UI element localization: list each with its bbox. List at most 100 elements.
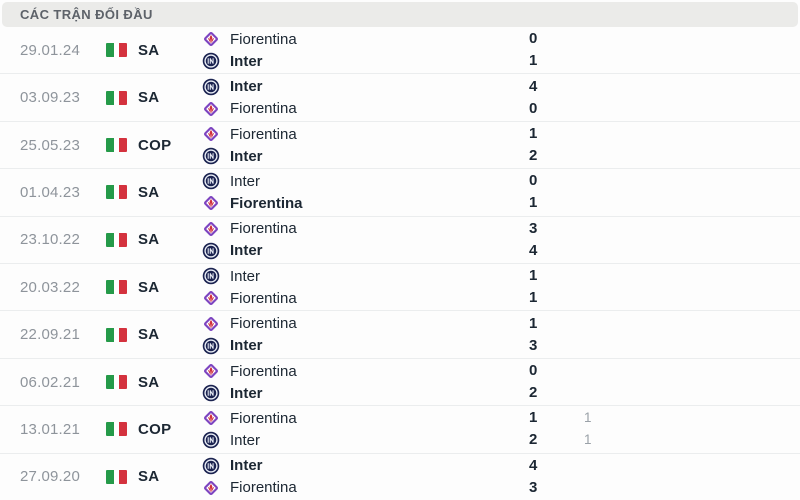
score-value: 1 (529, 52, 538, 70)
extra-scores-block (584, 218, 614, 262)
match-list: 29.01.24 SA (0, 27, 800, 500)
match-row[interactable]: 01.04.23 SA (0, 169, 800, 217)
inter-logo-icon (202, 337, 220, 355)
match-row[interactable]: 23.10.22 SA (0, 216, 800, 265)
team-line: Inter (202, 429, 522, 451)
match-row[interactable]: 22.09.21 SA (0, 311, 800, 359)
teams-block: Fiorentina (202, 313, 522, 357)
score-value: 2 (529, 431, 538, 449)
competition-label: SA (138, 326, 160, 344)
extra-score-value: 1 (584, 410, 592, 426)
italy-flag-icon (106, 327, 127, 342)
team-name: Fiorentina (230, 315, 297, 333)
extra-score-value (584, 123, 614, 145)
match-row[interactable]: 06.02.21 SA (0, 358, 800, 407)
extra-score-value (584, 28, 614, 50)
inter-logo-icon (202, 147, 220, 165)
extra-score-value (584, 145, 614, 167)
team-name: Inter (230, 431, 261, 449)
inter-logo-icon (202, 267, 220, 285)
extra-score-value (584, 382, 614, 404)
extra-score-value (584, 360, 614, 382)
competition-label: SA (138, 231, 160, 249)
score-value: 4 (529, 77, 538, 95)
teams-block: Fiorentina (202, 123, 522, 167)
match-row[interactable]: 03.09.23 SA (0, 74, 800, 122)
match-row[interactable]: 13.01.21 COP (0, 406, 800, 454)
extra-score-value (584, 170, 614, 192)
match-date: 06.02.21 (20, 373, 80, 391)
match-row[interactable]: 27.09.20 SA (0, 453, 800, 500)
score-value: 4 (529, 456, 538, 474)
score-value: 4 (529, 241, 538, 259)
team-line: Fiorentina (202, 313, 522, 335)
extra-scores-block (584, 123, 614, 167)
team-name: Fiorentina (230, 220, 297, 238)
team-line: Inter (202, 240, 522, 262)
team-line: Fiorentina (202, 98, 522, 120)
competition-label: COP (138, 420, 172, 438)
match-row[interactable]: 29.01.24 SA (0, 27, 800, 75)
team-name: Fiorentina (230, 100, 297, 118)
fiorentina-logo-icon (202, 315, 220, 333)
fiorentina-logo-icon (202, 125, 220, 143)
scores-block: 1 2 (522, 407, 556, 451)
team-line: Inter (202, 335, 522, 357)
fiorentina-logo-icon (202, 194, 220, 212)
score-value: 1 (529, 125, 538, 143)
match-row[interactable]: 25.05.23 COP (0, 121, 800, 170)
team-name: Inter (230, 242, 263, 260)
inter-logo-icon (202, 52, 220, 70)
competition-label: SA (138, 468, 160, 486)
match-date: 27.09.20 (20, 468, 80, 486)
team-line: Fiorentina (202, 123, 522, 145)
team-name: Inter (230, 457, 263, 475)
italy-flag-icon (106, 232, 127, 247)
match-row[interactable]: 20.03.22 SA (0, 264, 800, 312)
team-line: Fiorentina (202, 28, 522, 50)
fiorentina-logo-icon (202, 100, 220, 118)
teams-block: Inter (202, 170, 522, 214)
team-line: Fiorentina (202, 360, 522, 382)
extra-scores-block: 1 1 (584, 407, 614, 451)
fiorentina-logo-icon (202, 220, 220, 238)
teams-block: Fiorentina (202, 218, 522, 262)
score-value: 1 (529, 409, 538, 427)
team-name: Inter (230, 147, 263, 165)
match-date: 13.01.21 (20, 420, 80, 438)
team-name: Inter (230, 267, 261, 285)
fiorentina-logo-icon (202, 289, 220, 307)
italy-flag-icon (106, 43, 127, 58)
score-value: 3 (529, 219, 538, 237)
score-value: 0 (529, 362, 538, 380)
extra-score-value (584, 335, 614, 357)
teams-block: Inter (202, 455, 522, 499)
scores-block: 1 2 (522, 123, 556, 167)
team-line: Fiorentina (202, 192, 522, 214)
team-name: Fiorentina (230, 409, 297, 427)
team-name: Fiorentina (230, 289, 297, 307)
score-value: 3 (529, 478, 538, 496)
scores-block: 1 3 (522, 313, 556, 357)
team-name: Fiorentina (230, 30, 297, 48)
team-line: Inter (202, 76, 522, 98)
teams-block: Inter (202, 76, 522, 120)
extra-scores-block (584, 313, 614, 357)
team-name: Inter (230, 337, 263, 355)
fiorentina-logo-icon (202, 30, 220, 48)
team-line: Fiorentina (202, 287, 522, 309)
competition-label: SA (138, 41, 160, 59)
teams-block: Fiorentina (202, 360, 522, 404)
competition-label: SA (138, 373, 160, 391)
scores-block: 4 3 (522, 455, 556, 499)
teams-block: Fiorentina (202, 407, 522, 451)
team-name: Fiorentina (230, 362, 297, 380)
scores-block: 4 0 (522, 76, 556, 120)
score-value: 1 (529, 314, 538, 332)
match-date: 20.03.22 (20, 278, 80, 296)
extra-score-value (584, 455, 614, 477)
inter-logo-icon (202, 78, 220, 96)
italy-flag-icon (106, 138, 127, 153)
extra-score-value (584, 98, 614, 120)
team-line: Inter (202, 145, 522, 167)
